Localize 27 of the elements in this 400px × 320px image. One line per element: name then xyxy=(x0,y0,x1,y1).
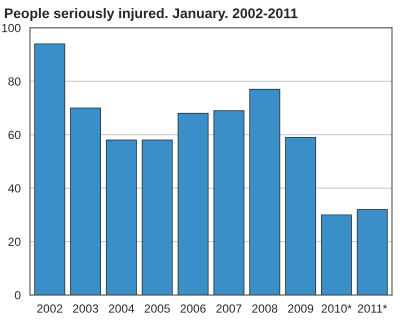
y-tick-label: 60 xyxy=(8,130,21,140)
bar xyxy=(142,140,173,296)
x-tick-label: 2008 xyxy=(252,304,278,313)
y-tick-label: 100 xyxy=(2,24,21,32)
x-tick-label: 2007 xyxy=(216,304,242,313)
bar xyxy=(249,88,280,296)
x-tick-label: 2002 xyxy=(37,304,62,313)
y-tick-label: 40 xyxy=(8,184,21,193)
x-tick-label: 2011* xyxy=(358,304,388,313)
chart-title: People seriously injured. January. 2002-2011 xyxy=(4,8,298,21)
bar xyxy=(320,214,352,296)
x-tick-label: 2005 xyxy=(144,304,170,313)
y-tick-label: 80 xyxy=(8,77,21,86)
bar xyxy=(70,108,102,296)
bar xyxy=(213,110,244,296)
bar xyxy=(178,112,209,296)
y-tick-label: 0 xyxy=(14,291,21,300)
x-tick-label: 2004 xyxy=(108,304,134,313)
x-tick-label: 2010* xyxy=(322,304,352,313)
x-tick-label: 2006 xyxy=(180,304,206,313)
x-tick-label: 2009 xyxy=(288,304,314,313)
bar xyxy=(106,140,137,296)
bar xyxy=(285,136,316,296)
bar xyxy=(34,43,66,296)
y-tick-label: 20 xyxy=(8,238,21,246)
x-tick-label: 2003 xyxy=(73,304,98,313)
bar xyxy=(356,209,388,296)
